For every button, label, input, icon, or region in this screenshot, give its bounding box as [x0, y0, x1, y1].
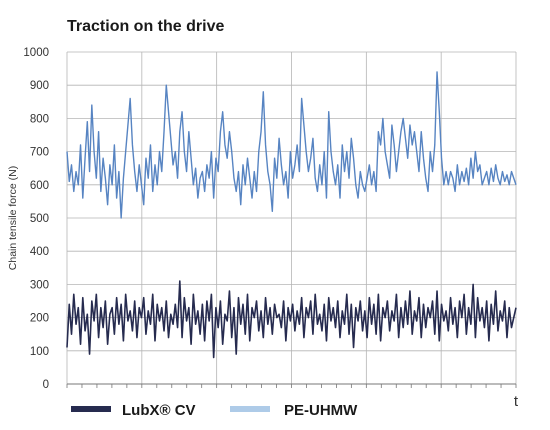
- y-tick-label: 400: [30, 246, 49, 258]
- legend-label-pe-uhmw: PE-UHMW: [284, 402, 358, 419]
- y-axis-ticks: 0 100 200 300 400 500 600 700 800 900 1000: [23, 47, 49, 391]
- legend-swatch-pe-uhmw: [230, 406, 270, 412]
- y-tick-label: 700: [30, 147, 49, 159]
- series-line-pe-uhmw: [66, 71, 517, 219]
- y-tick-label: 300: [30, 279, 49, 291]
- series-lines: [66, 71, 517, 359]
- y-tick-label: 500: [30, 213, 49, 225]
- y-tick-label: 900: [30, 80, 49, 92]
- y-axis-label: Chain tensile force (N): [7, 166, 19, 270]
- x-axis-label: t: [514, 393, 519, 410]
- legend: LubX® CV PE-UHMW: [71, 402, 358, 419]
- legend-label-lubx: LubX® CV: [122, 402, 196, 419]
- chart-title: Traction on the drive: [67, 18, 224, 35]
- y-tick-label: 200: [30, 313, 49, 325]
- y-tick-label: 100: [30, 346, 49, 358]
- y-tick-label: 1000: [23, 47, 49, 59]
- series-line-lubx: [66, 280, 517, 359]
- y-tick-label: 800: [30, 113, 49, 125]
- y-tick-label: 600: [30, 180, 49, 192]
- y-tick-label: 0: [43, 379, 49, 391]
- legend-swatch-lubx: [71, 406, 111, 412]
- grid: [66, 51, 517, 388]
